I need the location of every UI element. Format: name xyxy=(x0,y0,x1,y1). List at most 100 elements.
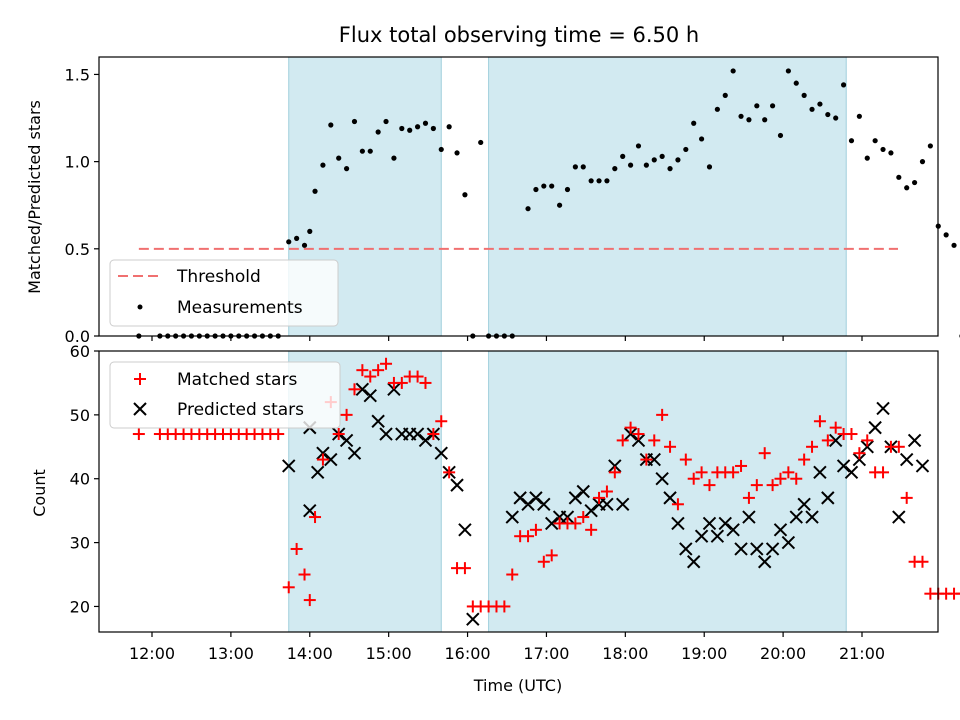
predicted-star-marker xyxy=(655,472,669,486)
measurement-point xyxy=(328,122,334,128)
predicted-star-marker xyxy=(560,510,575,524)
matched-star-marker xyxy=(340,408,353,421)
predicted-star-marker xyxy=(686,555,701,569)
measurement-point xyxy=(683,146,689,153)
measurement-point xyxy=(307,228,313,234)
measurement-point xyxy=(549,183,555,189)
measurement-point xyxy=(620,153,626,159)
matched-star-marker xyxy=(364,370,377,383)
matched-star-marker xyxy=(419,376,432,389)
bottom-panel: 20 30 40 50 60 12:00 13:00 14:00 15:00 16:00 17:0… xyxy=(30,342,960,695)
bottom-y-tick-label: 60 xyxy=(70,342,90,361)
matched-star-marker xyxy=(632,428,645,441)
predicted-star-marker xyxy=(876,401,890,416)
predicted-star-marker xyxy=(726,523,740,537)
measurement-point xyxy=(351,118,358,125)
measurement-point xyxy=(320,162,326,168)
matched-star-marker xyxy=(593,491,606,504)
matched-star-marker xyxy=(395,376,408,389)
measurement-point xyxy=(286,239,292,245)
measurement-point xyxy=(367,148,373,154)
predicted-star-marker xyxy=(584,503,598,518)
predicted-star-marker xyxy=(694,529,709,543)
x-tick-label: 21:00 xyxy=(839,644,885,663)
matched-star-marker xyxy=(309,511,322,524)
bottom-y-ticks: 20 30 40 50 60 xyxy=(70,342,99,616)
top-legend: Threshold Measurements xyxy=(109,259,339,327)
measurement-point xyxy=(840,82,847,88)
measurement-point xyxy=(809,106,815,112)
measurement-point xyxy=(430,125,436,132)
predicted-star-marker xyxy=(797,497,811,511)
matched-star-marker xyxy=(616,434,629,447)
measurement-point xyxy=(754,103,760,109)
matched-star-marker xyxy=(806,440,819,453)
measurement-point xyxy=(383,118,389,125)
bottom-plot-frame xyxy=(98,350,939,633)
bottom-x-ticks: 12:00 13:00 14:00 15:00 16:00 17:00 18:00 19:00… xyxy=(129,632,885,663)
measurement-point xyxy=(793,80,799,86)
matched-star-marker xyxy=(782,466,795,479)
predicted-star-marker xyxy=(576,484,590,499)
predicted-star-marker xyxy=(663,491,677,505)
predicted-star-marker xyxy=(505,510,519,524)
predicted-star-marker xyxy=(608,459,622,473)
measurement-point xyxy=(407,127,413,133)
measurement-point xyxy=(294,235,300,241)
measurement-point xyxy=(399,125,405,132)
predicted-star-marker xyxy=(679,542,693,556)
matched-star-markers xyxy=(132,357,960,613)
predicted-star-marker xyxy=(821,491,835,505)
top-y-tick-label: 0.5 xyxy=(65,240,90,259)
matched-star-marker xyxy=(640,453,653,466)
predicted-star-marker xyxy=(466,612,480,626)
measurement-point xyxy=(414,124,421,130)
top-shaded-intervals xyxy=(288,56,847,337)
measurement-point xyxy=(541,183,547,189)
predicted-star-marker xyxy=(379,427,393,441)
measurement-point xyxy=(478,139,484,146)
matched-star-marker xyxy=(290,542,303,555)
matched-star-marker xyxy=(585,523,598,536)
predicted-star-marker xyxy=(718,516,732,531)
measurement-point xyxy=(951,242,957,248)
measurement-point xyxy=(343,166,350,172)
matched-star-marker xyxy=(955,592,960,595)
predicted-star-marker xyxy=(631,433,646,448)
measurement-point xyxy=(675,157,681,163)
predicted-legend-swatch xyxy=(133,402,147,416)
predicted-star-marker xyxy=(671,516,685,531)
matched-star-marker xyxy=(545,549,558,562)
matched-star-marker xyxy=(332,428,345,441)
matched-star-marker xyxy=(861,434,874,447)
predicted-star-marker xyxy=(324,452,338,467)
observing-window-shade xyxy=(488,350,847,633)
matched-star-marker xyxy=(790,472,803,485)
matched-star-marker xyxy=(742,491,755,504)
observing-window-shade xyxy=(488,56,847,337)
top-panel: 0.0 0.5 1.0 1.5 Matched/Predicted stars Thr… xyxy=(25,56,960,346)
measurement-point xyxy=(580,164,586,170)
bottom-y-tick-label: 30 xyxy=(70,534,90,553)
matched-star-marker xyxy=(892,440,905,453)
matched-star-marker xyxy=(380,357,393,370)
predicted-star-marker xyxy=(868,420,882,435)
bottom-legend: Matched stars Predicted stars xyxy=(109,361,341,429)
matched-star-marker xyxy=(877,466,890,479)
matched-star-marker xyxy=(750,479,763,492)
predicted-star-marker xyxy=(828,433,843,448)
measurement-point xyxy=(904,185,910,191)
chart-title: Flux total observing time = 6.50 h xyxy=(339,23,699,47)
predicted-star-marker xyxy=(371,414,385,428)
top-y-tick-label: 1.0 xyxy=(65,153,90,172)
measurement-point xyxy=(612,166,618,172)
matched-star-marker xyxy=(132,428,145,441)
predicted-star-marker xyxy=(844,465,859,480)
measurement-point xyxy=(769,103,776,109)
predicted-star-marker xyxy=(615,497,630,511)
x-tick-label: 12:00 xyxy=(129,644,175,663)
matched-legend-swatch xyxy=(134,373,146,385)
measurement-point xyxy=(691,120,697,126)
measurement-point xyxy=(627,162,634,168)
matched-star-marker xyxy=(316,453,329,466)
